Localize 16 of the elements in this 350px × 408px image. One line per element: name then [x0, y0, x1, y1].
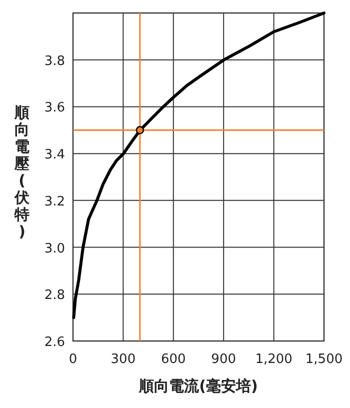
- x-tick-label: 1,500: [305, 352, 343, 367]
- x-tick-label: 900: [211, 352, 236, 367]
- x-tick-label: 0: [68, 352, 78, 367]
- y-axis-title: 順向電壓(伏特): [14, 104, 30, 240]
- y-tick-label: 3.8: [44, 54, 65, 69]
- y-tick-label: 2.6: [44, 335, 65, 350]
- y-tick-label: 2.8: [44, 288, 65, 304]
- x-tick-label: 300: [110, 352, 136, 367]
- y-tick-label: 3.0: [44, 241, 65, 256]
- x-tick-label: 1,200: [255, 352, 292, 367]
- y-tick-label: 3.4: [44, 148, 65, 163]
- y-tick-label: 3.6: [44, 100, 65, 116]
- y-tick-label: 3.2: [44, 194, 65, 210]
- x-axis-title: 順向電流(毫安培): [138, 377, 258, 395]
- line-series: [72, 12, 326, 320]
- x-tick-label: 600: [160, 352, 186, 367]
